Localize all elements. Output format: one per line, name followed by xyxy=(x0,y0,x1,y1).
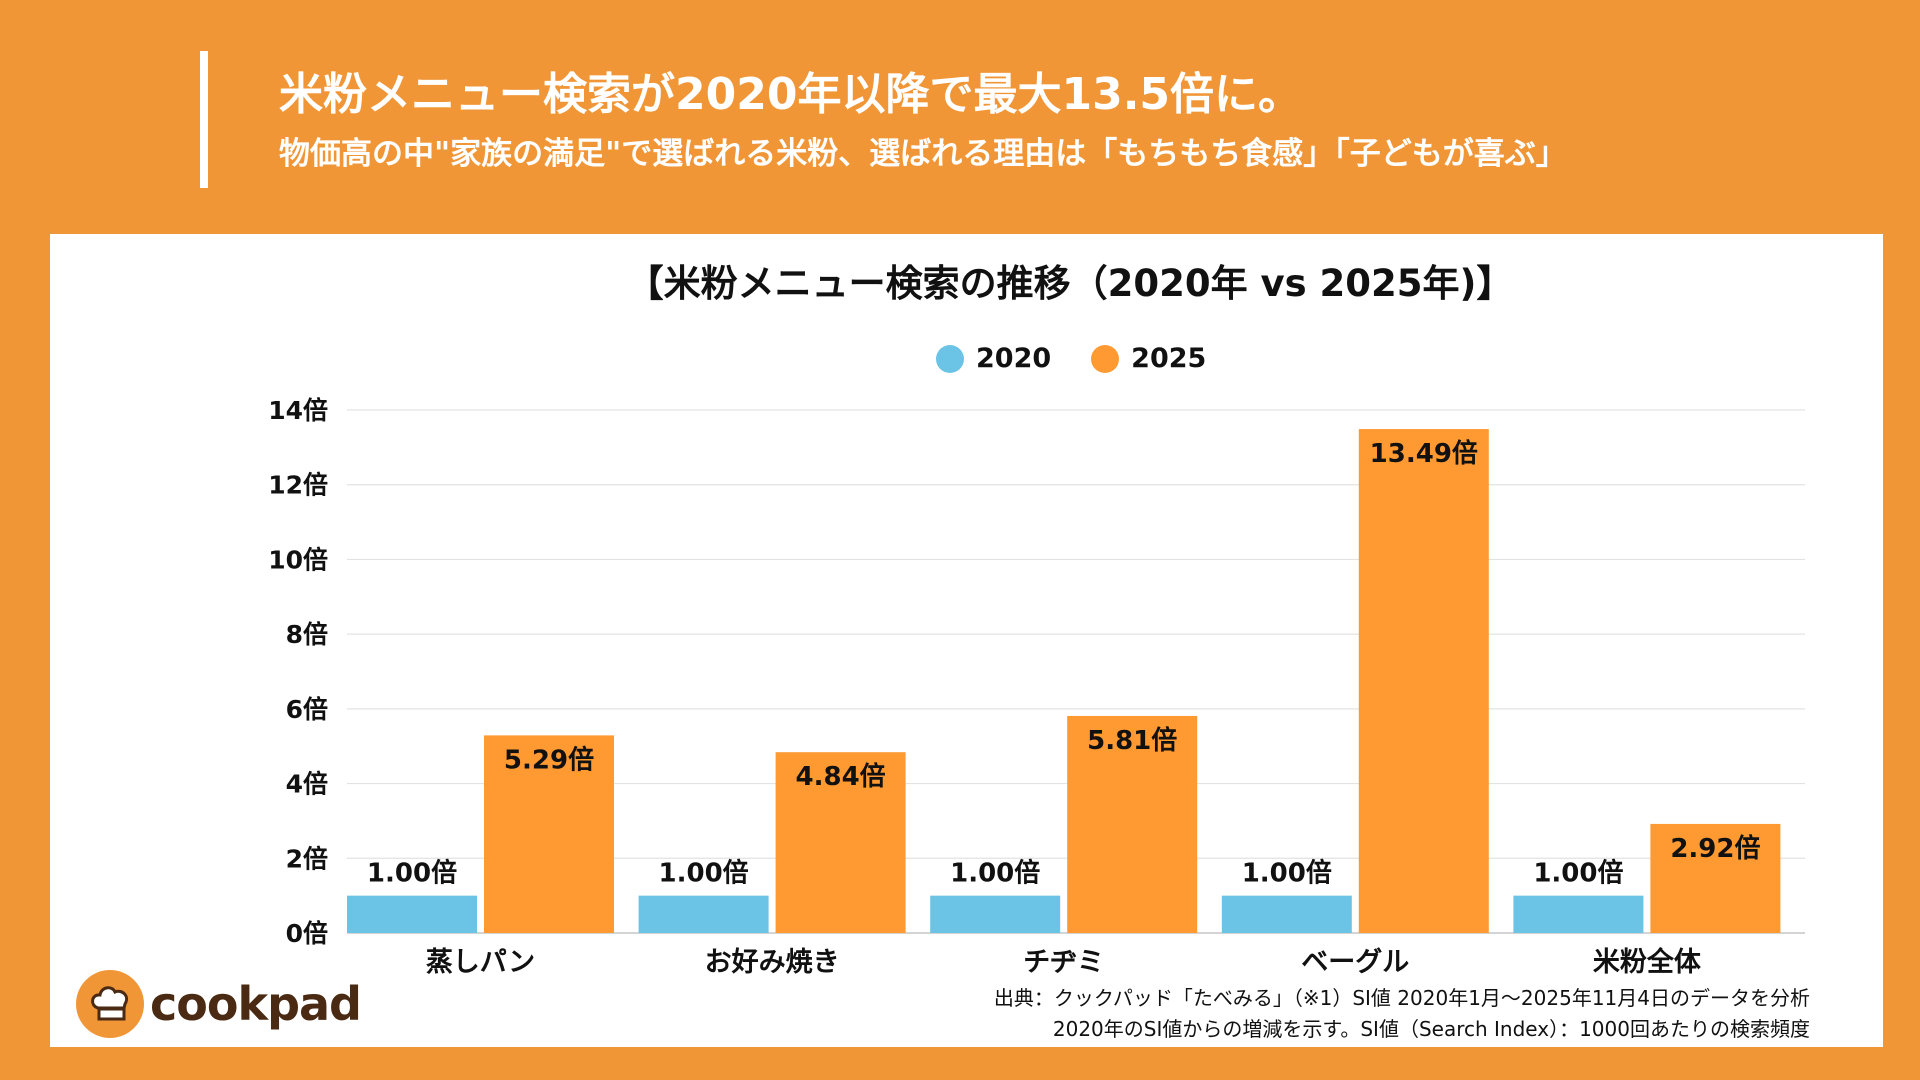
legend-swatch-2025 xyxy=(1091,344,1120,373)
si-note: 2020年のSI値からの増減を示す。SI値（Search Index）：1000… xyxy=(1052,1017,1810,1041)
x-tick-label: ベーグル xyxy=(1301,946,1409,978)
logo-text: cookpad xyxy=(150,977,362,1031)
chart-title: 【米粉メニュー検索の推移（2020年 vs 2025年)】 xyxy=(626,262,1514,305)
data-label: 2.92倍 xyxy=(1670,833,1760,864)
title-accent-bar xyxy=(200,51,208,188)
x-tick-label: チヂミ xyxy=(1023,947,1104,978)
y-tick-label: 10倍 xyxy=(268,545,328,574)
x-tick-label: お好み焼き xyxy=(705,947,840,978)
y-tick-label: 0倍 xyxy=(286,919,328,948)
y-tick-label: 6倍 xyxy=(286,695,328,724)
data-label: 5.29倍 xyxy=(504,744,594,775)
data-label: 1.00倍 xyxy=(659,858,749,889)
page-subtitle: 物価高の中"家族の満足"で選ばれる米粉、選ばれる理由は「もちもち食感」「子どもが… xyxy=(279,136,1567,172)
source-note: 出典：クックパッド「たべみる」（※1）SI値 2020年1月〜2025年11月4… xyxy=(993,986,1810,1010)
legend: 2020 2025 xyxy=(936,343,1206,374)
y-tick-label: 8倍 xyxy=(286,620,328,649)
legend-item-2020: 2020 xyxy=(936,343,1051,374)
data-label: 13.49倍 xyxy=(1370,438,1478,469)
data-label: 1.00倍 xyxy=(950,858,1040,889)
cookpad-logo: cookpad xyxy=(76,970,362,1038)
legend-label: 2020 xyxy=(976,343,1052,374)
bar-2020 xyxy=(638,895,769,933)
bar-2025 xyxy=(775,752,906,933)
y-tick-label: 12倍 xyxy=(268,471,328,500)
y-tick-label: 14倍 xyxy=(268,396,328,425)
x-tick-label: 米粉全体 xyxy=(1593,946,1702,978)
bar-2025 xyxy=(1358,429,1489,933)
page-title: 米粉メニュー検索が2020年以降で最大13.5倍に。 xyxy=(279,69,1303,120)
y-tick-label: 2倍 xyxy=(286,844,328,873)
bar-2025 xyxy=(484,735,614,933)
legend-swatch-2020 xyxy=(936,344,964,373)
bar-2020 xyxy=(1513,895,1644,933)
data-label: 5.81倍 xyxy=(1087,725,1177,756)
legend-label: 2025 xyxy=(1131,343,1207,374)
bar-2020 xyxy=(930,895,1061,933)
x-tick-label: 蒸しパン xyxy=(426,947,535,978)
y-tick-label: 4倍 xyxy=(286,770,328,799)
bar-2025 xyxy=(1650,823,1781,933)
bar-2025 xyxy=(1067,715,1198,933)
data-label: 1.00倍 xyxy=(1242,858,1332,889)
chef-hat-icon xyxy=(76,970,144,1038)
data-label: 1.00倍 xyxy=(1533,858,1623,889)
bar-2020 xyxy=(347,895,477,933)
data-label: 1.00倍 xyxy=(367,858,457,889)
data-label: 4.84倍 xyxy=(796,761,886,792)
legend-item-2025: 2025 xyxy=(1091,343,1206,374)
bar-2020 xyxy=(1221,895,1352,933)
